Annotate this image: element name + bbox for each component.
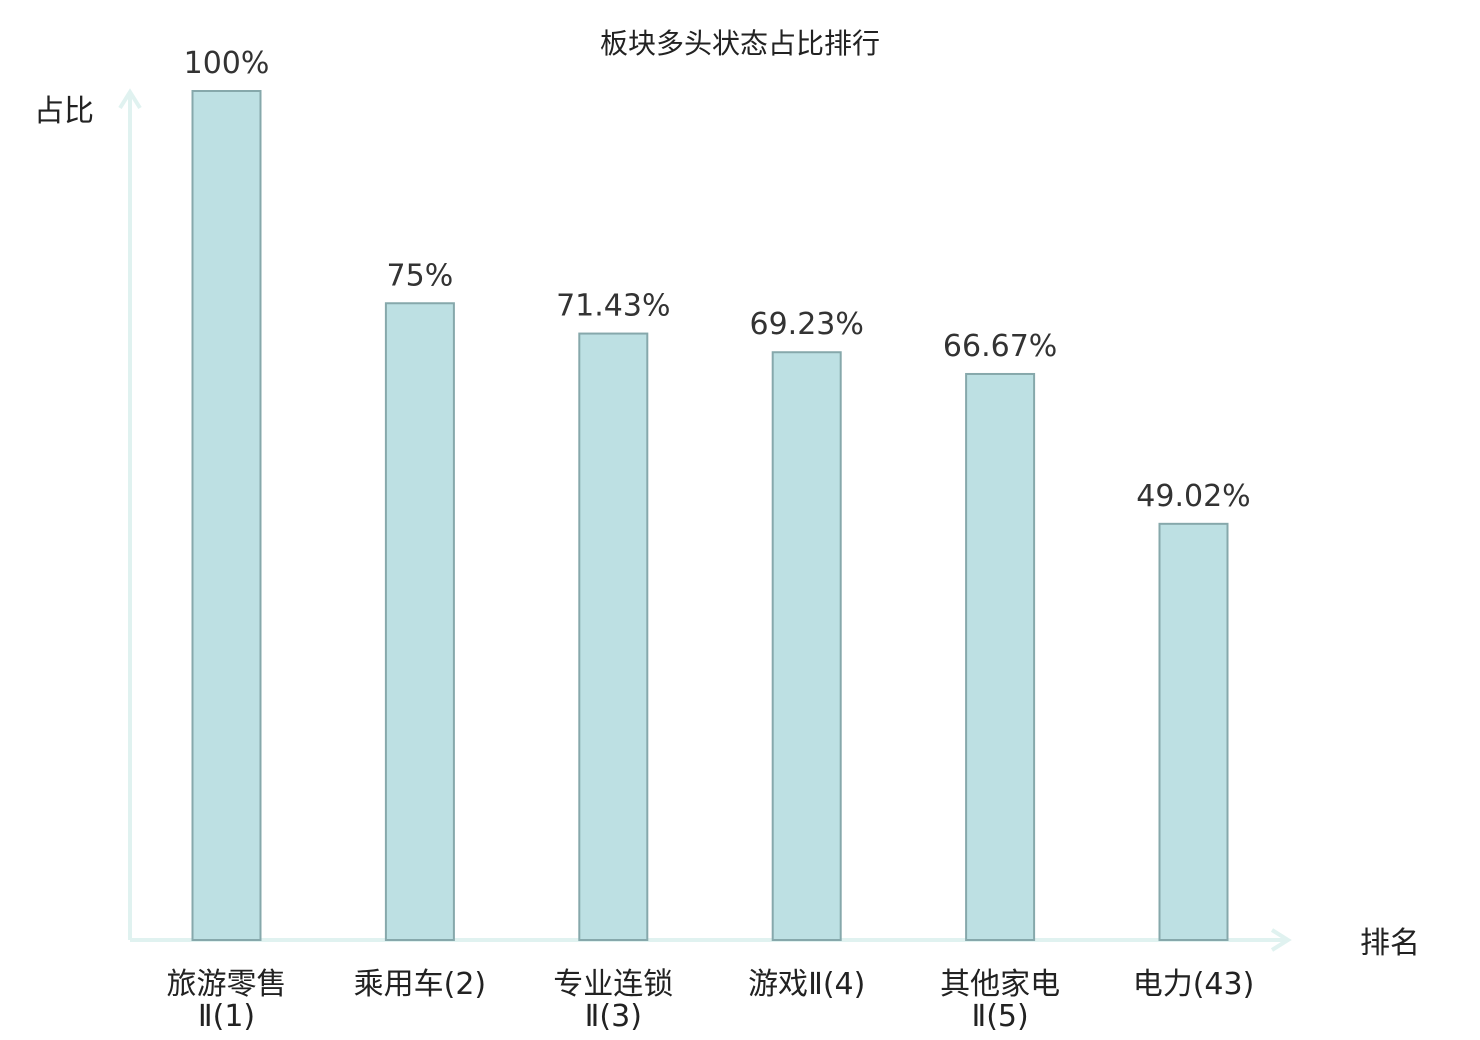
x-axis: [130, 928, 1292, 952]
y-axis: [118, 88, 142, 940]
bar: [771, 351, 842, 941]
bar-value-label: 49.02%: [1136, 479, 1250, 514]
category-name: 其他家电: [940, 967, 1060, 1002]
category-name: 电力: [1133, 967, 1193, 1002]
bar: [965, 372, 1036, 942]
category-name: 旅游零售: [167, 967, 287, 1002]
bar-value-label: 66.67%: [943, 329, 1057, 364]
category-rank: Ⅱ(1): [198, 999, 255, 1034]
bar-value-label: 69.23%: [750, 307, 864, 342]
y-axis-label: 占比: [34, 94, 94, 129]
category-label: 游戏Ⅱ(4): [748, 967, 865, 1002]
category-name: 乘用车: [354, 967, 444, 1002]
category-rank: (43): [1193, 967, 1255, 1002]
bars-group: [191, 90, 1229, 942]
bar-value-label: 100%: [184, 46, 270, 81]
x-axis-label: 排名: [1360, 926, 1420, 961]
category-name: 游戏: [748, 967, 808, 1002]
chart-title: 板块多头状态占比排行: [600, 27, 880, 60]
bar-value-label: 75%: [387, 258, 454, 293]
bar: [191, 90, 262, 941]
bar: [578, 332, 649, 941]
category-rank: Ⅱ(5): [971, 999, 1028, 1034]
bar: [1158, 522, 1229, 941]
category-name: 专业连锁: [553, 967, 673, 1002]
bar: [384, 302, 455, 941]
category-rank: Ⅱ(3): [585, 999, 642, 1034]
category-rank: (2): [444, 967, 487, 1002]
category-rank: Ⅱ(4): [808, 967, 865, 1002]
category-label: 乘用车(2): [354, 967, 487, 1002]
category-label: 电力(43): [1133, 967, 1255, 1002]
bar-value-label: 71.43%: [556, 289, 670, 324]
value-labels-group: 100% 75% 71.43% 69.23% 66.67% 49.02%: [184, 46, 1251, 514]
